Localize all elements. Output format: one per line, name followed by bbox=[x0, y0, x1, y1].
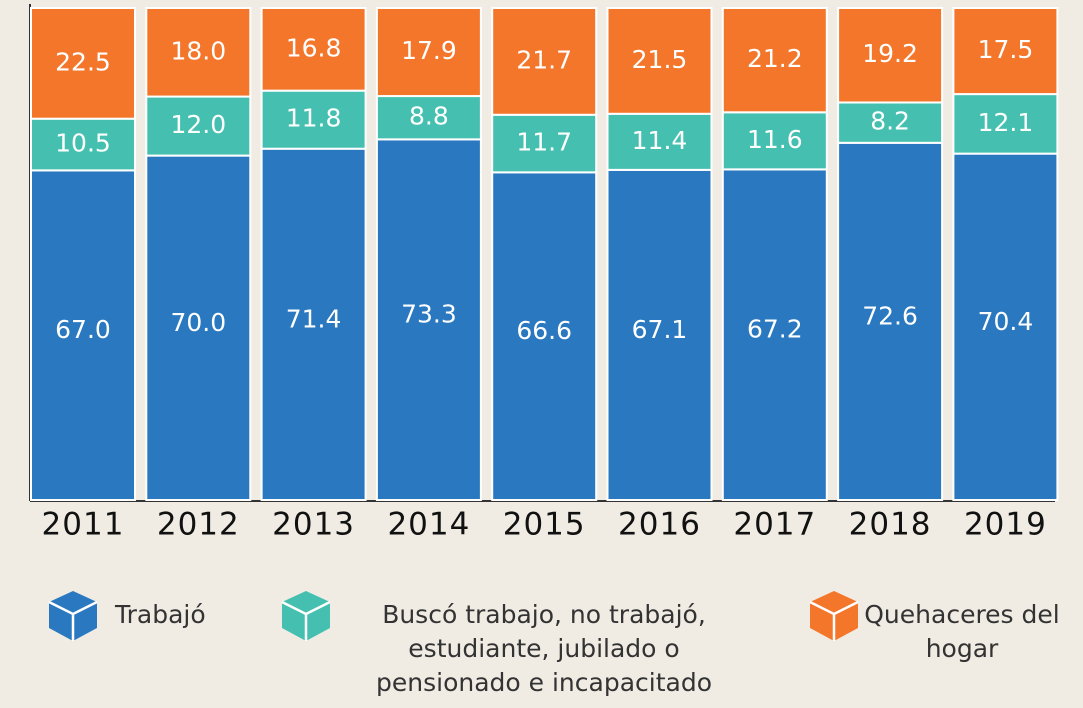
bar-segment bbox=[260, 89, 367, 150]
x-tick-label: 2014 bbox=[387, 507, 470, 543]
data-label: 11.6 bbox=[747, 125, 803, 154]
legend-label: Buscó trabajo, no trabajó, estudiante, j… bbox=[376, 600, 712, 697]
bar-segment bbox=[30, 7, 136, 120]
x-tick-label: 2011 bbox=[42, 507, 125, 543]
bar-segment bbox=[606, 168, 713, 501]
bar-segment bbox=[375, 7, 482, 98]
bar-segment bbox=[491, 113, 598, 174]
bar-segment bbox=[721, 7, 828, 114]
cube-edge bbox=[281, 600, 331, 641]
data-label: 10.5 bbox=[55, 129, 111, 158]
legend-item: Quehaceres del hogar bbox=[806, 588, 1062, 666]
legend-icon bbox=[48, 591, 98, 641]
bar-segment bbox=[491, 7, 598, 116]
data-label: 66.6 bbox=[516, 316, 572, 345]
data-label: 19.2 bbox=[862, 39, 918, 68]
data-label: 21.7 bbox=[516, 45, 572, 74]
data-label: 71.4 bbox=[286, 304, 342, 333]
bar-segment bbox=[837, 7, 944, 104]
x-tick-label: 2013 bbox=[272, 507, 355, 543]
data-label: 72.6 bbox=[862, 301, 918, 330]
data-label: 70.0 bbox=[170, 308, 226, 337]
bar-segment bbox=[606, 7, 713, 115]
bar-segment bbox=[606, 112, 713, 171]
data-label: 67.1 bbox=[632, 315, 688, 344]
data-label: 8.2 bbox=[870, 107, 910, 136]
bar-segment bbox=[837, 141, 944, 501]
x-tick-label: 2015 bbox=[503, 507, 586, 543]
x-tick-label: 2018 bbox=[849, 507, 932, 543]
data-label: 11.7 bbox=[516, 128, 572, 157]
bar-segment bbox=[952, 7, 1059, 96]
data-label: 12.1 bbox=[978, 108, 1034, 137]
legend-label: Quehaceres del hogar bbox=[864, 600, 1060, 663]
bar-segment bbox=[145, 154, 252, 501]
legend-icon bbox=[281, 591, 331, 641]
data-label: 18.0 bbox=[170, 36, 226, 65]
x-tick-label: 2017 bbox=[733, 507, 816, 543]
data-label: 67.2 bbox=[747, 315, 803, 344]
bar-segment bbox=[260, 147, 367, 501]
cube-edge bbox=[809, 600, 859, 641]
bar-segment bbox=[721, 168, 828, 501]
data-label: 17.9 bbox=[401, 36, 457, 65]
data-label: 8.8 bbox=[409, 102, 449, 131]
cube-edge bbox=[48, 600, 98, 641]
data-label: 67.0 bbox=[55, 315, 111, 344]
bar-segment bbox=[375, 95, 482, 141]
data-label: 11.4 bbox=[632, 126, 688, 155]
bar-segment bbox=[952, 93, 1059, 155]
data-label: 22.5 bbox=[55, 47, 111, 76]
data-label: 70.4 bbox=[978, 307, 1034, 336]
data-label: 21.5 bbox=[632, 45, 688, 74]
legend-label: Trabajó bbox=[115, 600, 206, 629]
data-label: 16.8 bbox=[286, 33, 342, 62]
x-tick-label: 2016 bbox=[618, 507, 701, 543]
data-label: 12.0 bbox=[170, 110, 226, 139]
legend-item: Buscó trabajo, no trabajó, estudiante, j… bbox=[278, 588, 754, 700]
bar-segment bbox=[30, 169, 136, 502]
x-tick-label: 2012 bbox=[157, 507, 240, 543]
chart: 67.0 10.5 22.5 2011 70.0 12.0 18.0 2012 71.4 11.8… bbox=[29, 4, 1059, 543]
data-label: 17.5 bbox=[978, 35, 1034, 64]
bar-segment bbox=[837, 101, 944, 144]
bar-segment bbox=[721, 111, 828, 171]
legend-icon bbox=[809, 591, 859, 641]
data-label: 73.3 bbox=[401, 300, 457, 329]
legend-item: Trabajó bbox=[45, 588, 206, 644]
bar-segment bbox=[952, 152, 1059, 502]
bar-segment bbox=[145, 7, 252, 98]
x-tick-label: 2019 bbox=[964, 507, 1047, 543]
data-label: 11.8 bbox=[286, 104, 342, 133]
bar-segment bbox=[491, 171, 598, 501]
data-label: 21.2 bbox=[747, 44, 803, 73]
bar-segment bbox=[260, 7, 367, 92]
